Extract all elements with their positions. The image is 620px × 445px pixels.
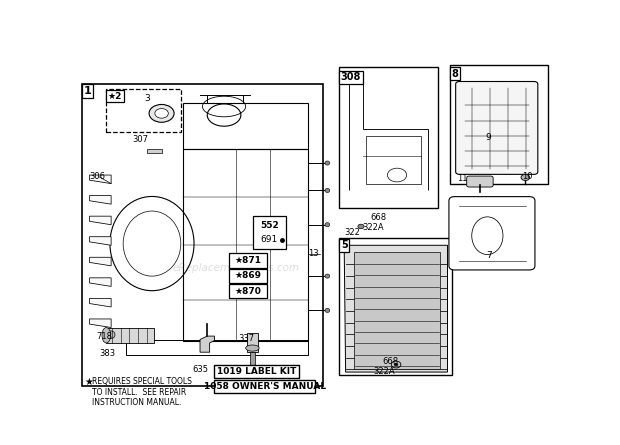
Text: 718: 718 — [97, 332, 113, 340]
Ellipse shape — [358, 224, 364, 229]
Polygon shape — [89, 175, 111, 184]
Ellipse shape — [325, 274, 330, 278]
Ellipse shape — [107, 331, 115, 339]
Bar — [247, 333, 258, 352]
Ellipse shape — [472, 217, 503, 255]
Bar — [215, 380, 316, 393]
Bar — [107, 328, 154, 343]
Bar — [184, 103, 308, 150]
Polygon shape — [89, 278, 111, 287]
Ellipse shape — [325, 308, 330, 312]
Polygon shape — [89, 196, 111, 204]
Text: 635: 635 — [193, 365, 209, 374]
Text: 691: 691 — [260, 235, 278, 244]
Bar — [229, 269, 267, 283]
Ellipse shape — [325, 222, 330, 227]
Bar — [82, 84, 322, 386]
Text: ★870: ★870 — [234, 287, 262, 295]
Text: 1: 1 — [84, 86, 92, 96]
Text: 322A: 322A — [373, 367, 395, 376]
Ellipse shape — [246, 345, 259, 351]
Text: 307: 307 — [133, 135, 149, 144]
Bar — [215, 365, 298, 378]
Text: ★2: ★2 — [108, 92, 122, 101]
Text: ★: ★ — [85, 377, 94, 387]
Ellipse shape — [102, 328, 110, 343]
Text: 11: 11 — [457, 174, 467, 183]
Bar — [250, 352, 255, 368]
Polygon shape — [200, 336, 215, 352]
Bar — [111, 331, 145, 339]
Bar — [147, 149, 162, 153]
Bar — [184, 150, 308, 341]
Ellipse shape — [325, 188, 330, 193]
Text: ★871: ★871 — [234, 256, 262, 265]
Text: 322A: 322A — [363, 223, 384, 232]
Text: ★869: ★869 — [234, 271, 262, 280]
Text: 8: 8 — [451, 69, 458, 79]
Text: 337: 337 — [239, 334, 255, 343]
Ellipse shape — [325, 161, 330, 165]
Bar — [229, 284, 267, 299]
Polygon shape — [354, 252, 440, 368]
Text: 13: 13 — [308, 249, 319, 259]
FancyBboxPatch shape — [449, 197, 535, 270]
Polygon shape — [89, 299, 111, 307]
Polygon shape — [89, 216, 111, 225]
Text: 3: 3 — [144, 94, 149, 103]
Text: 1058 OWNER'S MANUAL: 1058 OWNER'S MANUAL — [204, 382, 326, 391]
Text: 1019 LABEL KIT: 1019 LABEL KIT — [217, 367, 296, 376]
FancyBboxPatch shape — [467, 176, 493, 187]
Polygon shape — [89, 257, 111, 266]
Bar — [339, 67, 438, 207]
Bar — [366, 136, 421, 184]
Text: 5: 5 — [341, 240, 348, 250]
Text: 668: 668 — [383, 356, 399, 366]
Text: 7: 7 — [486, 251, 492, 260]
Polygon shape — [89, 319, 111, 328]
Ellipse shape — [155, 109, 168, 118]
Text: 668: 668 — [371, 213, 387, 222]
Bar — [450, 65, 548, 184]
Ellipse shape — [149, 105, 174, 122]
Text: 308: 308 — [341, 72, 361, 82]
Bar — [125, 340, 308, 355]
Text: 10: 10 — [522, 172, 533, 181]
FancyBboxPatch shape — [456, 81, 538, 174]
Ellipse shape — [394, 363, 398, 366]
Polygon shape — [89, 237, 111, 245]
Text: 552: 552 — [260, 222, 278, 231]
Text: eReplacementParts.com: eReplacementParts.com — [172, 263, 299, 272]
Ellipse shape — [521, 174, 529, 181]
Text: 9: 9 — [485, 133, 491, 142]
Bar — [229, 253, 267, 267]
Text: REQUIRES SPECIAL TOOLS
TO INSTALL.  SEE REPAIR
INSTRUCTION MANUAL.: REQUIRES SPECIAL TOOLS TO INSTALL. SEE R… — [92, 377, 192, 407]
Polygon shape — [344, 245, 448, 372]
Text: 306: 306 — [89, 172, 105, 181]
Bar — [339, 239, 452, 376]
Bar — [107, 89, 181, 132]
Bar — [253, 216, 286, 249]
Text: 322: 322 — [344, 228, 360, 237]
Text: 383: 383 — [99, 349, 115, 358]
